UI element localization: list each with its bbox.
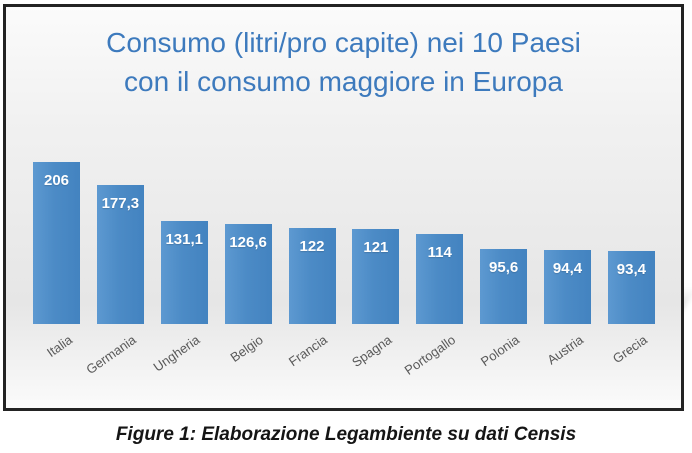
bars-area: 206 177,3 131,1 126,6 122 121 114 95,6 94,4 93,4 bbox=[33, 162, 655, 324]
bar-value-label-polonia: 95,6 bbox=[489, 259, 519, 276]
bar-slot-spagna: 121 bbox=[352, 162, 400, 324]
x-label-slot-italia: Italia bbox=[33, 329, 80, 399]
x-axis-labels: Italia Germania Ungheria Belgio Francia Spagn… bbox=[33, 329, 655, 399]
x-label-portogallo: Portogallo bbox=[401, 332, 458, 378]
chart-frame: Consumo (litri/pro capite) nei 10 Paesi … bbox=[3, 4, 684, 411]
bar-slot-belgio: 126,6 bbox=[224, 162, 272, 324]
bar-slot-polonia: 95,6 bbox=[480, 162, 528, 324]
x-label-slot-polonia: Polonia bbox=[477, 329, 527, 399]
bar-value-label-germania: 177,3 bbox=[101, 195, 140, 212]
bar-austria: 94,4 bbox=[544, 250, 591, 324]
chart-title-line1: Consumo (litri/pro capite) nei 10 Paesi bbox=[106, 27, 581, 58]
x-label-francia: Francia bbox=[285, 332, 331, 370]
x-label-polonia: Polonia bbox=[477, 332, 522, 370]
x-label-spagna: Spagna bbox=[348, 332, 394, 370]
bar-value-label-spagna: 121 bbox=[363, 239, 389, 256]
bar-belgio: 126,6 bbox=[224, 224, 272, 324]
bar-value-label-grecia: 93,4 bbox=[616, 261, 646, 278]
x-label-austria: Austria bbox=[543, 332, 586, 368]
x-label-italia: Italia bbox=[43, 332, 75, 361]
bar-grecia: 93,4 bbox=[607, 251, 655, 324]
bar-slot-ungheria: 131,1 bbox=[160, 162, 208, 324]
x-label-germania: Germania bbox=[83, 332, 139, 378]
x-label-slot-germania: Germania bbox=[83, 329, 144, 399]
bar-value-label-francia: 122 bbox=[299, 238, 325, 255]
bar-value-label-austria: 94,4 bbox=[552, 260, 583, 277]
bar-slot-austria: 94,4 bbox=[544, 162, 591, 324]
bar-slot-portogallo: 114 bbox=[416, 162, 464, 324]
chart-title: Consumo (litri/pro capite) nei 10 Paesi … bbox=[6, 23, 681, 101]
figure-caption: Figure 1: Elaborazione Legambiente su da… bbox=[115, 424, 577, 445]
bar-value-label-italia: 206 bbox=[43, 172, 70, 189]
x-label-slot-francia: Francia bbox=[285, 329, 336, 399]
bar-slot-francia: 122 bbox=[288, 162, 336, 324]
bar-value-label-portogallo: 114 bbox=[427, 244, 452, 261]
bar-slot-germania: 177,3 bbox=[96, 162, 144, 324]
x-label-ungheria: Ungheria bbox=[150, 332, 203, 375]
bar-francia: 122 bbox=[288, 228, 336, 324]
x-label-slot-spagna: Spagna bbox=[348, 329, 399, 399]
x-label-belgio: Belgio bbox=[228, 332, 267, 366]
bar-italia: 206 bbox=[33, 162, 80, 324]
x-label-slot-ungheria: Ungheria bbox=[151, 329, 208, 399]
bar-slot-italia: 206 bbox=[33, 162, 80, 324]
bar-slot-grecia: 93,4 bbox=[607, 162, 655, 324]
bar-polonia: 95,6 bbox=[480, 249, 528, 324]
x-label-slot-grecia: Grecia bbox=[608, 329, 655, 399]
chart-title-line2: con il consumo maggiore in Europa bbox=[124, 66, 563, 97]
x-label-slot-austria: Austria bbox=[544, 329, 591, 399]
bar-spagna: 121 bbox=[352, 229, 400, 324]
x-label-slot-portogallo: Portogallo bbox=[401, 329, 463, 399]
bar-portogallo: 114 bbox=[416, 234, 464, 324]
bar-value-label-belgio: 126,6 bbox=[229, 234, 267, 251]
bar-ungheria: 131,1 bbox=[160, 221, 208, 324]
bar-germania: 177,3 bbox=[96, 185, 144, 324]
bar-value-label-ungheria: 131,1 bbox=[165, 231, 204, 248]
x-label-slot-belgio: Belgio bbox=[225, 329, 272, 399]
x-label-grecia: Grecia bbox=[609, 332, 650, 367]
